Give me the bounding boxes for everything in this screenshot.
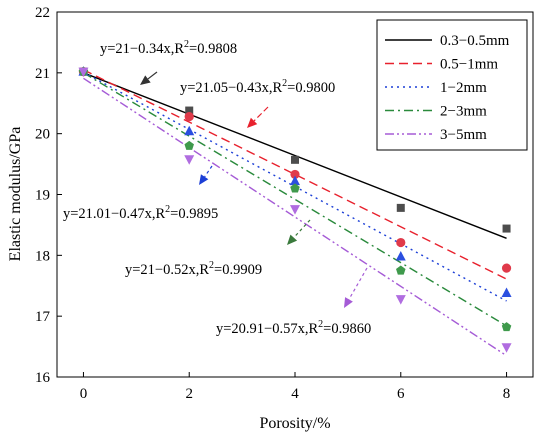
data-point-s3-2 bbox=[290, 183, 300, 193]
annotation-arrow-0 bbox=[147, 71, 158, 80]
legend-label-2: 1−2mm bbox=[440, 80, 487, 96]
legend-label-3: 2−3mm bbox=[440, 104, 487, 120]
data-point-s0-3 bbox=[396, 203, 405, 212]
data-point-s4-0 bbox=[78, 67, 89, 78]
x-tick-label: 4 bbox=[291, 386, 299, 402]
annotation-arrowhead-4 bbox=[344, 297, 353, 308]
y-tick-label: 22 bbox=[35, 5, 50, 21]
data-point-s0-2 bbox=[291, 155, 299, 164]
data-point-s4-2 bbox=[290, 205, 300, 215]
legend-label-0: 0.3−0.5mm bbox=[440, 33, 510, 49]
annotation-arrow-4 bbox=[348, 267, 368, 300]
y-tick-label: 18 bbox=[35, 248, 50, 264]
fit-equation-2: y=21.01−0.47x,R2=0.9895 bbox=[63, 204, 218, 222]
data-point-s2-2 bbox=[290, 175, 300, 186]
annotation-arrowhead-0 bbox=[140, 75, 151, 85]
fit-line-3 bbox=[83, 72, 507, 327]
x-tick-label: 8 bbox=[503, 386, 511, 402]
data-point-s1-4 bbox=[501, 263, 512, 273]
data-point-s2-4 bbox=[501, 287, 512, 298]
data-point-s3-3 bbox=[396, 265, 406, 275]
y-tick-label: 20 bbox=[35, 127, 50, 143]
x-tick-label: 6 bbox=[397, 386, 405, 402]
fit-equation-3: y=21−0.52x,R2=0.9909 bbox=[125, 260, 262, 278]
data-point-s2-1 bbox=[184, 125, 195, 136]
data-point-s1-3 bbox=[396, 237, 406, 248]
legend: 0.3−0.5mm 0.5−1mm 1−2mm 2−3mm 3−5mm bbox=[376, 19, 528, 151]
fit-line-4 bbox=[83, 77, 507, 357]
data-point-s4-4 bbox=[501, 343, 512, 353]
annotation-arrowhead-1 bbox=[247, 117, 258, 128]
annotations: y=21−0.34x,R2=0.9808 y=21.05−0.43x,R2=0.9… bbox=[63, 39, 371, 337]
y-tick-label: 17 bbox=[35, 309, 51, 325]
data-point-s4-1 bbox=[184, 155, 195, 165]
y-tick-label: 21 bbox=[35, 66, 50, 82]
data-point-s4-3 bbox=[395, 295, 406, 305]
legend-label-1: 0.5−1mm bbox=[440, 57, 498, 73]
axes: 0 2 4 6 8 16 17 18 19 20 21 22 bbox=[35, 5, 510, 402]
data-point-s3-4 bbox=[501, 322, 512, 332]
x-axis-label: Porosity/% bbox=[259, 415, 330, 432]
annotation-arrow-3 bbox=[293, 219, 311, 239]
data-point-s3-1 bbox=[184, 140, 194, 150]
y-tick-label: 16 bbox=[35, 370, 51, 386]
x-tick-label: 0 bbox=[80, 386, 88, 402]
y-axis-label: Elastic modulus/GPa bbox=[7, 127, 24, 262]
annotation-arrowhead-2 bbox=[199, 174, 209, 185]
annotation-arrow-2 bbox=[204, 165, 213, 178]
fit-equation-0: y=21−0.34x,R2=0.9808 bbox=[100, 39, 237, 57]
annotation-arrow-1 bbox=[253, 106, 269, 122]
annotation-arrowhead-3 bbox=[287, 234, 298, 245]
fit-equation-4: y=20.91−0.57x,R2=0.9860 bbox=[216, 319, 371, 337]
data-point-s2-3 bbox=[395, 251, 406, 261]
data-point-s0-4 bbox=[502, 224, 511, 233]
data-point-s0-1 bbox=[185, 106, 194, 115]
data-point-s1-2 bbox=[290, 169, 300, 180]
fit-line-0 bbox=[83, 72, 507, 239]
legend-label-4: 3−5mm bbox=[440, 127, 487, 143]
data-point-s1-1 bbox=[184, 112, 194, 122]
fit-equation-1: y=21.05−0.43x,R2=0.9800 bbox=[180, 78, 335, 96]
data-markers bbox=[78, 66, 512, 353]
fit-line-1 bbox=[83, 69, 507, 280]
legend-box bbox=[376, 19, 528, 151]
y-tick-label: 19 bbox=[35, 188, 50, 204]
x-tick-label: 2 bbox=[185, 386, 193, 402]
